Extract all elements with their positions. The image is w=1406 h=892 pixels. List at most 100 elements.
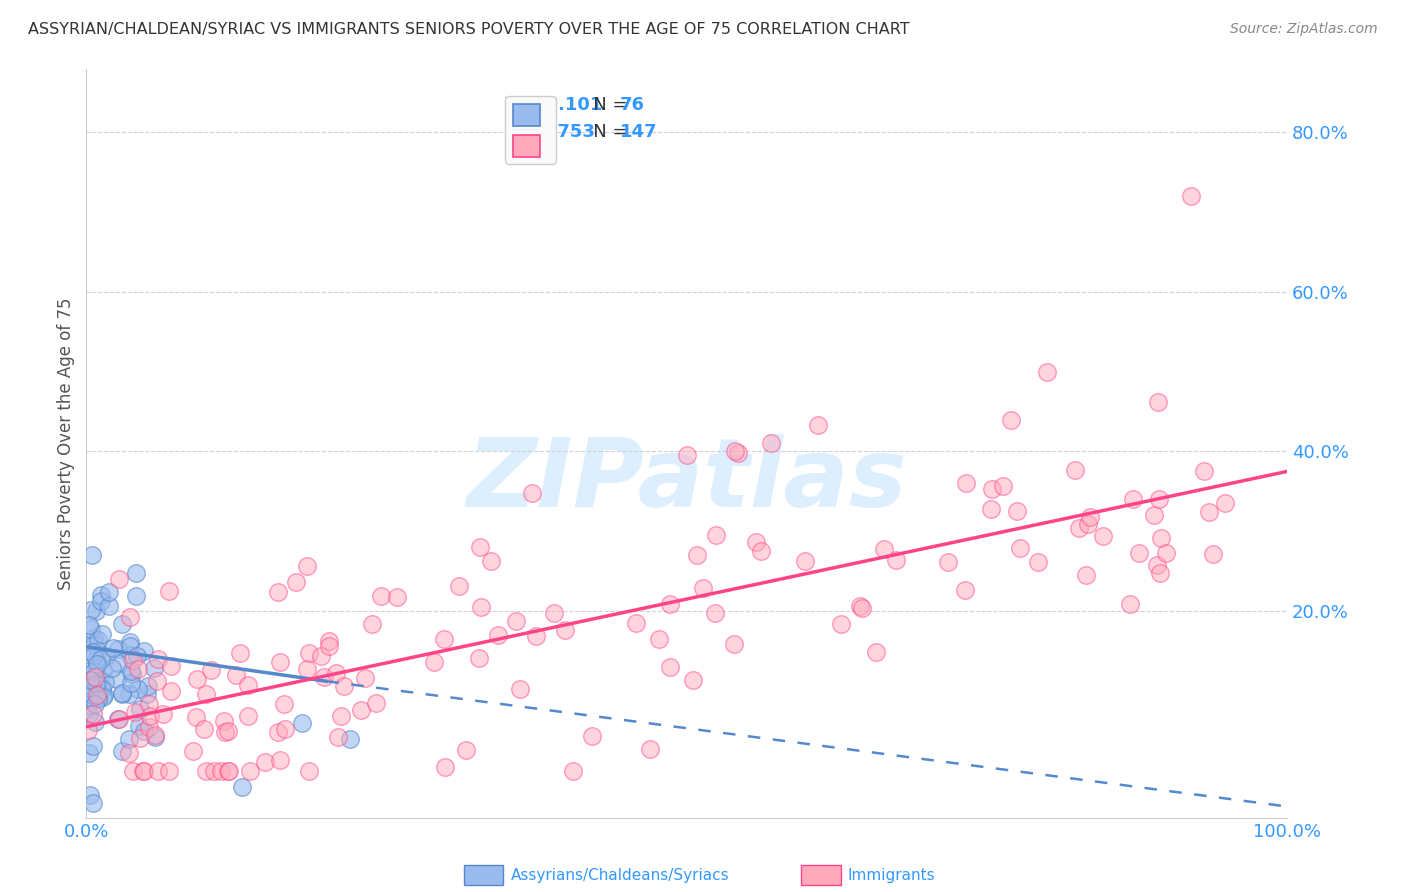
Point [84,676,107,690]
Point [269,655,291,669]
Point [157,584,180,599]
Text: 147: 147 [620,123,657,141]
Point [111,617,134,632]
Point [129,702,152,716]
Point [79,788,101,802]
Point [830,616,852,631]
Point [87,692,110,706]
Point [624,616,647,631]
Point [146,652,169,666]
Point [682,673,704,688]
Point [86,688,108,702]
Point [80,603,103,617]
Point [1156,546,1178,560]
Point [93,688,115,702]
Point [132,644,155,658]
Point [1143,508,1166,522]
Point [120,676,142,690]
Text: R =: R = [505,123,543,141]
Point [90,594,112,608]
Point [87,633,110,648]
Point [470,600,492,615]
Point [128,719,150,733]
Point [354,671,377,685]
Point [1076,568,1098,582]
Point [333,679,356,693]
Point [749,543,772,558]
Point [146,764,169,778]
Point [157,764,180,778]
Point [724,444,747,458]
Point [82,796,104,810]
Point [554,623,576,637]
Point [454,743,477,757]
Point [285,575,308,590]
Point [991,479,1014,493]
Point [84,715,107,730]
Text: N =: N = [576,95,634,113]
Point [159,658,181,673]
Point [91,662,114,676]
Point [350,704,373,718]
Point [195,687,218,701]
Point [82,645,104,659]
Point [91,627,114,641]
Point [143,728,166,742]
Point [723,637,745,651]
Point [980,502,1002,516]
Point [325,665,347,680]
Point [120,640,142,654]
Point [229,646,252,660]
Point [105,672,128,686]
Point [120,610,142,624]
Text: R =: R = [505,95,543,113]
Point [193,722,215,736]
Point [543,606,565,620]
Point [254,755,277,769]
Point [184,709,207,723]
Point [953,583,976,598]
Point [214,725,236,739]
Point [1198,505,1220,519]
Point [647,632,669,646]
Point [298,646,321,660]
Point [274,723,297,737]
Point [658,598,681,612]
Point [90,652,112,666]
Point [1078,510,1101,524]
Point [1146,558,1168,572]
Point [217,723,239,738]
Point [865,645,887,659]
Point [118,731,141,746]
Point [160,684,183,698]
Point [505,614,527,628]
Point [82,739,104,754]
Point [1063,463,1085,477]
Point [675,449,697,463]
Text: 0.753: 0.753 [537,123,595,141]
Point [122,764,145,778]
Point [202,764,225,778]
Point [108,572,131,586]
Point [186,672,208,686]
Point [214,714,236,729]
Point [520,486,543,500]
Point [524,630,547,644]
Point [136,687,159,701]
Point [1146,394,1168,409]
Point [1150,531,1173,545]
Text: ASSYRIAN/CHALDEAN/SYRIAC VS IMMIGRANTS SENIORS POVERTY OVER THE AGE OF 75 CORREL: ASSYRIAN/CHALDEAN/SYRIAC VS IMMIGRANTS S… [28,22,910,37]
Point [295,559,318,574]
Point [298,764,321,778]
Point [1202,547,1225,561]
Point [87,676,110,690]
Point [433,632,456,646]
Point [955,476,977,491]
Point [851,601,873,615]
Point [1069,521,1091,535]
Point [318,639,340,653]
Point [1147,492,1170,507]
Point [200,663,222,677]
Point [83,670,105,684]
Point [83,664,105,678]
